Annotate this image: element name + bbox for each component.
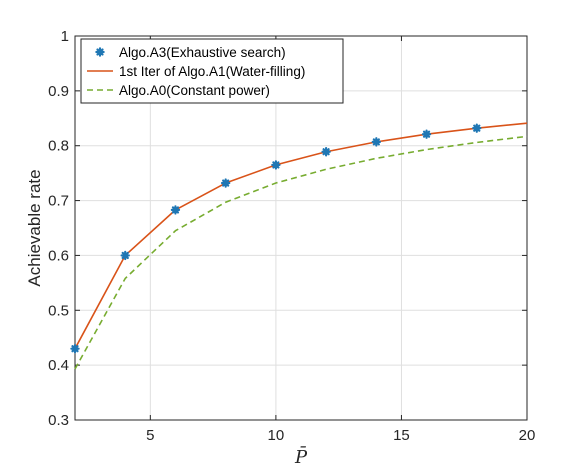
y-tick-label: 0.4 [48, 357, 69, 374]
data-point-marker [421, 129, 432, 139]
plot-frame [74, 35, 528, 421]
y-tick-label: 0.5 [48, 302, 69, 319]
series-exhaustive-markers [70, 123, 482, 354]
data-point-marker [170, 205, 181, 215]
x-ticks: 5 10 15 20 [146, 36, 535, 444]
x-tick-label: 15 [393, 427, 410, 444]
y-axis-label: Achievable rate [25, 169, 44, 286]
legend: Algo.A3(Exhaustive search) 1st Iter of A… [80, 38, 344, 104]
data-point-marker [321, 147, 331, 157]
y-tick-label: 0.9 [48, 83, 69, 100]
legend-entry-waterfilling: 1st Iter of Algo.A1(Water-filling) [87, 64, 305, 79]
data-point-marker [95, 47, 105, 57]
legend-entry-constant: Algo.A0(Constant power) [87, 83, 270, 98]
x-axis-label: P̄ [294, 445, 308, 468]
series-waterfilling-line [74, 122, 528, 350]
legend-marker-exhaustive [95, 47, 105, 57]
y-tick-label: 0.3 [48, 412, 69, 429]
legend-label-waterfilling: 1st Iter of Algo.A1(Water-filling) [119, 64, 305, 79]
legend-box [80, 38, 344, 104]
data-point-marker [371, 137, 382, 147]
x-tick-label: 10 [268, 427, 285, 444]
y-tick-label: 0.7 [48, 193, 69, 210]
data-point-marker [220, 178, 231, 188]
series-layer [70, 122, 528, 370]
legend-label-exhaustive: Algo.A3(Exhaustive search) [119, 45, 286, 60]
y-tick-label: 0.8 [48, 138, 69, 155]
data-point-marker [271, 160, 281, 170]
x-tick-label: 20 [519, 427, 536, 444]
data-point-marker [70, 343, 80, 354]
legend-label-constant: Algo.A0(Constant power) [119, 83, 270, 98]
x-tick-label: 5 [146, 427, 154, 444]
y-ticks: 0.3 0.4 0.5 0.6 0.7 0.8 0.9 1 [48, 28, 527, 429]
legend-entry-exhaustive: Algo.A3(Exhaustive search) [95, 45, 286, 60]
data-point-marker [472, 123, 482, 133]
y-tick-label: 1 [61, 28, 69, 45]
data-point-marker [120, 250, 130, 261]
series-constant-line [74, 135, 528, 370]
y-tick-label: 0.6 [48, 247, 69, 264]
